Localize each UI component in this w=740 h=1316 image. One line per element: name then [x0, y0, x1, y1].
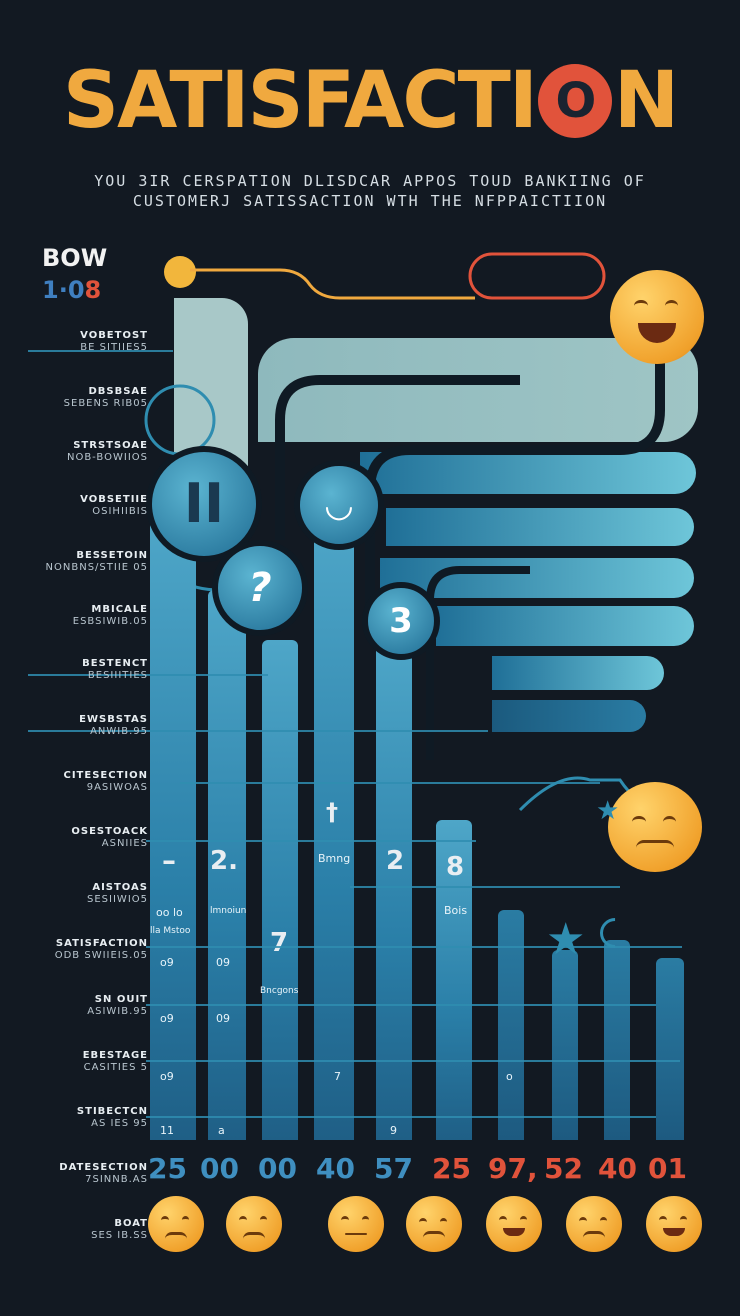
bottom-number: 01 — [648, 1152, 687, 1185]
bottom-number: 40 — [316, 1152, 355, 1185]
hbar-2 — [386, 508, 694, 546]
col-tick-9: a — [218, 1124, 225, 1137]
side-label: EWSBSTAS ANWIB.95 — [79, 714, 148, 737]
bottom-number: 25 — [432, 1152, 471, 1185]
vbar-2 — [208, 590, 246, 1140]
bar-mark-2: 2. — [210, 846, 238, 876]
hbar-1 — [360, 452, 696, 494]
bar-mark-1: – — [162, 844, 176, 877]
bottom-number: 00 — [258, 1152, 297, 1185]
col-tick-3: o9 — [160, 1012, 174, 1025]
title-o-badge: O — [537, 64, 612, 138]
side-label: BESTENCT BESIIITIES — [82, 658, 148, 681]
star-icon-2: ★ — [546, 914, 586, 965]
subtitle-line-2: CUSTOMERJ SATISSACTION WTH THE NFPPAICTI… — [132, 192, 608, 210]
col-tick-1: o9 — [160, 956, 174, 969]
small-text-b: Bois — [444, 904, 468, 917]
vbar-9 — [604, 940, 630, 1140]
vbar-5 — [376, 640, 412, 1140]
neutral-face-icon — [328, 1196, 384, 1252]
side-label: DBSBSAE SEBENS RIB05 — [63, 386, 148, 409]
bar-mark-5: 2 — [386, 846, 405, 876]
vbar-3 — [262, 640, 298, 1140]
side-label: DATESECTION 7SINNB.AS — [59, 1162, 148, 1185]
subtitle-line-1: YOU 3IR CERSPATION DLISDCAR APPOS TOUD B… — [94, 172, 646, 190]
side-label: SATISFACTION ODB SWIIEIS.05 — [54, 938, 148, 961]
side-label: SN OUIT ASIWIB.95 — [87, 994, 148, 1017]
bottom-number: 52 — [544, 1152, 583, 1185]
side-label: STRSTSOAE NOB-BOWIIOS — [66, 440, 148, 463]
side-label: CITESECTION 9ASIWOAS — [63, 770, 148, 793]
circle-marker-3: 3 — [362, 582, 440, 660]
page-title: SATISFACTI O N — [62, 56, 679, 146]
guide-line — [28, 350, 173, 352]
guide-line — [28, 674, 268, 676]
top-connector — [190, 252, 606, 300]
guide-line — [146, 840, 476, 842]
grin-face-icon — [646, 1196, 702, 1252]
vbar-1 — [150, 520, 196, 1140]
smile-face-icon — [486, 1196, 542, 1252]
vbar-8 — [552, 950, 578, 1140]
top-dot — [164, 256, 196, 288]
side-label: STIBECTCN AS IES 95 — [76, 1106, 148, 1129]
badge-number: 1·08 — [42, 276, 102, 304]
vbar-7 — [498, 910, 524, 1140]
vbar-6 — [436, 820, 472, 1140]
bar-mark-3: 7 — [270, 928, 289, 958]
guide-line — [350, 886, 620, 888]
circle-marker-2: ? — [212, 540, 308, 636]
col-tick-4: 09 — [216, 1012, 230, 1025]
bottom-number: 57 — [374, 1152, 413, 1185]
side-label: EBESTAGE CASITIES 5 — [82, 1050, 148, 1073]
small-text-d: lla Mstoo — [150, 926, 191, 936]
vbar-10 — [656, 958, 684, 1140]
hbar-4 — [436, 606, 694, 646]
guide-line — [146, 946, 682, 948]
side-label: AISTOAS SESIIWIO5 — [87, 882, 148, 905]
col-tick-8: 11 — [160, 1124, 174, 1137]
col-tick-5: o9 — [160, 1070, 174, 1083]
col-tick-10: o — [506, 1070, 513, 1083]
small-text-e: lmnoiun — [210, 906, 247, 916]
star-icon: ★ — [596, 796, 620, 826]
bottom-number: 25 — [148, 1152, 187, 1185]
happy-face-icon — [610, 270, 704, 364]
top-panel-b — [258, 338, 698, 442]
side-label: VOBSETIIE OSIHIIBIS — [80, 494, 148, 517]
circle-face-marker: ◡ — [294, 460, 384, 550]
guide-line — [28, 730, 488, 732]
side-label: OSESTOACK ASNIIES — [71, 826, 148, 849]
bottom-number: 97, — [488, 1152, 538, 1185]
content-face-icon — [566, 1196, 622, 1252]
guide-line — [146, 1004, 656, 1006]
small-text-f: Bncgons — [260, 986, 299, 996]
vbar-4 — [314, 520, 354, 1140]
col-tick-2: 09 — [216, 956, 230, 969]
small-text-a: Bmng — [318, 852, 351, 865]
hbar-6 — [492, 700, 646, 732]
frown-face-icon — [226, 1196, 282, 1252]
col-tick-7: 9 — [390, 1124, 397, 1137]
guide-line — [180, 782, 600, 784]
side-label: VOBETOST BE SITIIES5 — [80, 330, 148, 353]
guide-line — [146, 1116, 656, 1118]
bottom-number: 40 — [598, 1152, 637, 1185]
small-text-c: oo lo — [156, 906, 183, 919]
badge-word: BOW — [42, 244, 108, 272]
col-tick-6: 7 — [334, 1070, 341, 1083]
guide-line — [146, 1060, 680, 1062]
side-label: MBICALE ESBSIWIB.05 — [72, 604, 148, 627]
sad-face-icon — [148, 1196, 204, 1252]
bar-mark-6: 8 — [446, 852, 465, 882]
sad-face-icon — [608, 782, 702, 872]
side-label: BESSETOIN NONBNS/STIIE 05 — [45, 550, 148, 573]
bottom-number: 00 — [200, 1152, 239, 1185]
bar-mark-4: † — [326, 798, 338, 826]
side-label: BOAT SES IB.SS — [91, 1218, 148, 1241]
squint-face-icon — [406, 1196, 462, 1252]
hbar-5 — [492, 656, 664, 690]
